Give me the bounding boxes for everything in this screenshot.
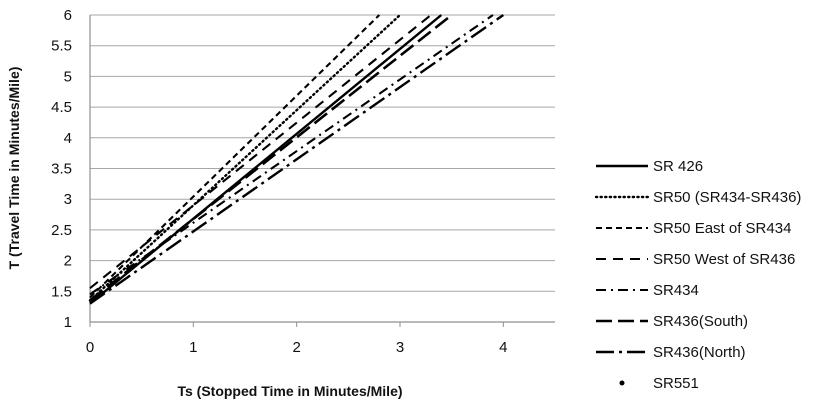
x-axis-title: Ts (Stopped Time in Minutes/Mile)	[177, 383, 402, 399]
y-tick-label: 5	[64, 68, 72, 85]
y-tick-label: 4.5	[51, 99, 72, 116]
y-tick-label: 1	[64, 314, 72, 331]
y-tick-label: 6	[64, 7, 72, 24]
series-layer	[88, 13, 505, 305]
x-tick-label: 3	[396, 339, 404, 356]
x-tick-label: 2	[292, 339, 300, 356]
y-tick-label: 3.5	[51, 161, 72, 178]
y-axis-title: T (Travel Time in Minutes/Mile)	[6, 67, 22, 270]
series-line	[89, 13, 453, 302]
series-line	[89, 14, 494, 296]
x-tick-label: 0	[86, 339, 94, 356]
axis-layer	[89, 15, 555, 327]
series-line	[89, 14, 432, 290]
grid-layer	[90, 14, 555, 323]
legend-label: SR434	[653, 282, 699, 299]
legend-label: SR436(South)	[653, 313, 748, 330]
series-line	[89, 14, 381, 299]
y-tick-label: 1.5	[51, 283, 72, 300]
tick-layer: 11.522.533.544.555.560 1 2 3 4	[51, 7, 507, 356]
y-tick-label: 2.5	[51, 222, 72, 239]
y-tick-label: 4	[64, 130, 72, 147]
legend: SR 426 SR50 (SR434-SR436) SR50 East of SR4…	[594, 158, 801, 392]
x-tick-label: 4	[499, 339, 507, 356]
legend-label: SR551	[653, 375, 699, 392]
y-tick-label: 5.5	[51, 38, 72, 55]
series-line	[89, 14, 505, 305]
legend-label: SR50 East of SR434	[653, 220, 791, 237]
series-line	[88, 13, 402, 302]
y-tick-label: 2	[64, 253, 72, 270]
legend-label: SR50 West of SR436	[653, 251, 795, 268]
legend-label: SR436(North)	[653, 344, 746, 361]
x-tick-label: 1	[189, 339, 197, 356]
legend-swatch	[619, 380, 625, 386]
y-tick-label: 3	[64, 191, 72, 208]
legend-label: SR50 (SR434-SR436)	[653, 189, 801, 206]
legend-label: SR 426	[653, 158, 703, 175]
